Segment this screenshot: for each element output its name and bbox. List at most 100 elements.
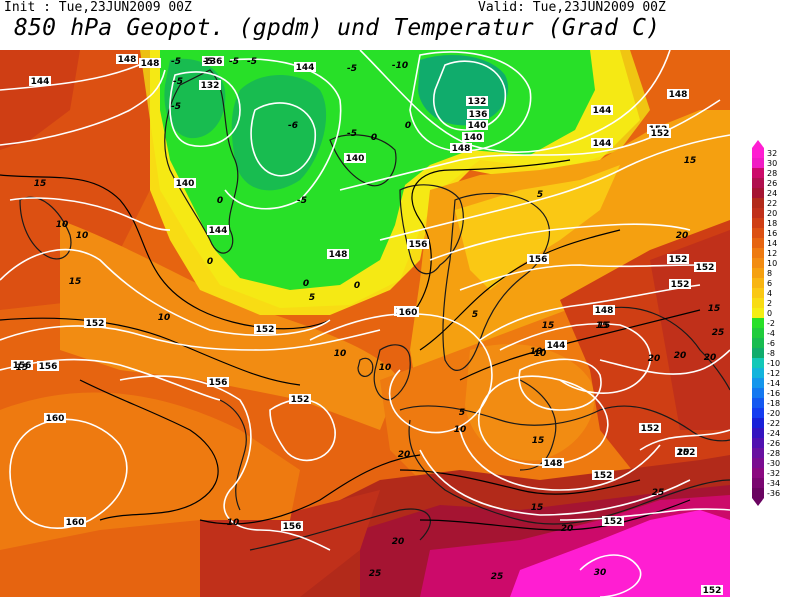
svg-text:-5: -5 — [347, 64, 357, 74]
legend-swatch — [752, 338, 764, 348]
svg-text:10: 10 — [454, 425, 467, 435]
svg-text:152: 152 — [677, 448, 696, 458]
legend-value-label: -10 — [767, 359, 780, 368]
legend-value-label: -34 — [767, 479, 780, 488]
init-time-label: Init : Tue,23JUN2009 00Z — [4, 0, 192, 15]
legend-value-label: 10 — [767, 259, 777, 268]
legend-swatch — [752, 478, 764, 488]
svg-text:156: 156 — [209, 378, 228, 388]
svg-text:15: 15 — [708, 304, 721, 314]
temperature-contour-label: 10 — [530, 347, 543, 357]
temperature-contour-label: -5 — [173, 77, 183, 87]
svg-text:15: 15 — [532, 436, 545, 446]
temperature-contour-label: 15 — [708, 304, 721, 314]
svg-text:10: 10 — [227, 518, 240, 528]
svg-text:25: 25 — [491, 572, 504, 582]
legend-value-label: -14 — [767, 379, 780, 388]
temperature-contour-label: 15 — [684, 156, 697, 166]
temperature-contour-label: 10 — [454, 425, 467, 435]
temperature-contour-label: 15 — [542, 321, 555, 331]
height-contour-label: 156 — [407, 239, 429, 250]
temperature-contour-label: 15 — [69, 277, 82, 287]
svg-text:152: 152 — [604, 517, 623, 527]
height-contour-label: 144 — [29, 76, 51, 87]
legend-swatch — [752, 178, 764, 188]
svg-text:20: 20 — [392, 537, 405, 547]
svg-text:152: 152 — [86, 319, 105, 329]
legend-swatch — [752, 488, 764, 498]
svg-text:20: 20 — [398, 450, 411, 460]
height-contour-label: 148 — [450, 143, 472, 154]
temperature-contour-label: 0 — [371, 133, 377, 143]
svg-text:-10: -10 — [392, 61, 408, 71]
svg-text:25: 25 — [712, 328, 725, 338]
legend-value-label: 22 — [767, 199, 777, 208]
legend-value-label: -28 — [767, 449, 780, 458]
legend-swatch — [752, 378, 764, 388]
svg-text:0: 0 — [405, 121, 411, 131]
height-contour-label: 144 — [545, 340, 567, 351]
valid-time-label: Valid: Tue,23JUN2009 00Z — [478, 0, 666, 15]
svg-text:0: 0 — [303, 279, 309, 289]
svg-text:20: 20 — [674, 351, 687, 361]
legend-swatch — [752, 418, 764, 428]
svg-text:156: 156 — [409, 240, 428, 250]
legend-swatch — [752, 358, 764, 368]
legend-swatch — [752, 208, 764, 218]
svg-text:5: 5 — [459, 408, 465, 418]
height-contour-label: 152 — [649, 128, 671, 139]
svg-text:15: 15 — [16, 363, 29, 373]
temperature-contour-label: -6 — [288, 121, 298, 131]
svg-text:20: 20 — [704, 353, 717, 363]
svg-text:-5: -5 — [297, 196, 307, 206]
legend-swatch — [752, 408, 764, 418]
height-contour-label: 156 — [207, 377, 229, 388]
svg-text:5: 5 — [309, 293, 315, 303]
height-contour-label: 160 — [397, 307, 419, 318]
height-contour-label: 144 — [294, 62, 316, 73]
svg-text:160: 160 — [399, 308, 418, 318]
svg-text:152: 152 — [594, 471, 613, 481]
height-contour-label: 148 — [667, 89, 689, 100]
legend-value-label: 18 — [767, 219, 777, 228]
svg-text:144: 144 — [593, 139, 612, 149]
legend-value-label: 12 — [767, 249, 777, 258]
height-contour-label: 148 — [116, 54, 138, 65]
legend-swatch — [752, 388, 764, 398]
temperature-contour-label: -5 — [347, 129, 357, 139]
svg-text:152: 152 — [256, 325, 275, 335]
temperature-contour-label: 15 — [16, 363, 29, 373]
height-contour-label: 152 — [669, 279, 691, 290]
svg-text:152: 152 — [696, 263, 715, 273]
temperature-contour-label: 15 — [532, 436, 545, 446]
temperature-contour-label: 20 — [398, 450, 411, 460]
svg-text:-5: -5 — [171, 102, 181, 112]
legend-value-label: -8 — [767, 349, 775, 358]
legend-value-label: -2 — [767, 319, 775, 328]
height-contour-label: 156 — [527, 254, 549, 265]
weather-map: 1481441361321441481401441481521561601321… — [0, 50, 730, 597]
legend-swatch — [752, 258, 764, 268]
height-contour-label: 140 — [344, 153, 366, 164]
legend-value-label: 14 — [767, 239, 777, 248]
temperature-contour-label: -5 — [297, 196, 307, 206]
svg-text:15: 15 — [69, 277, 82, 287]
legend-swatch — [752, 458, 764, 468]
legend-swatch — [752, 148, 764, 158]
height-contour-label: 140 — [466, 120, 488, 131]
height-contour-label: 136 — [202, 56, 224, 67]
legend-value-label: 32 — [767, 149, 777, 158]
legend-value-label: -4 — [767, 329, 775, 338]
temperature-contour-label: 25 — [712, 328, 725, 338]
svg-text:15: 15 — [598, 321, 611, 331]
legend-value-label: -26 — [767, 439, 780, 448]
height-contour-label: 152 — [84, 318, 106, 329]
svg-text:152: 152 — [641, 424, 660, 434]
legend-swatch — [752, 438, 764, 448]
legend-swatch — [752, 268, 764, 278]
height-contour-label: 132 — [466, 96, 488, 107]
legend-swatch — [752, 468, 764, 478]
svg-text:148: 148 — [329, 250, 348, 260]
height-contour-label: 148 — [542, 458, 564, 469]
svg-text:140: 140 — [346, 154, 365, 164]
